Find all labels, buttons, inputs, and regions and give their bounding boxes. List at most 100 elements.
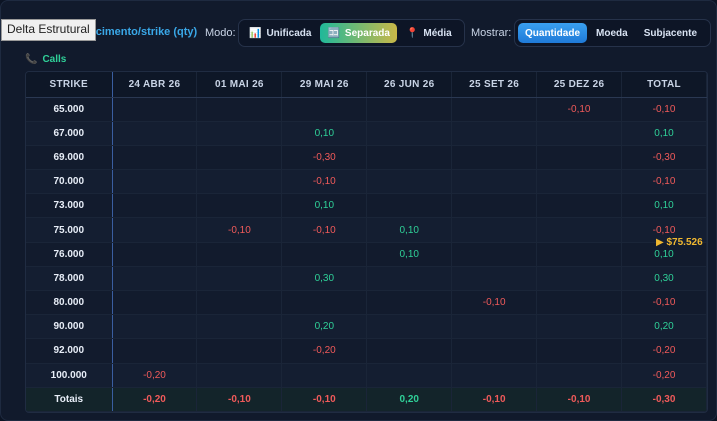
delta-cell	[451, 314, 538, 340]
table-row: 90.000 0,20 0,20	[26, 314, 707, 340]
total-cell: -0,30	[621, 145, 707, 171]
header-strike[interactable]: STRIKE	[26, 72, 113, 98]
delta-cell	[366, 266, 453, 292]
strike-cell: 73.000	[26, 193, 113, 219]
delta-cell	[196, 145, 283, 171]
delta-cell	[196, 169, 283, 195]
delta-cell	[366, 145, 453, 171]
phone-icon: 📞	[25, 54, 38, 65]
delta-cell: -0,10	[451, 290, 538, 316]
delta-cell	[112, 314, 198, 340]
mode-separada-button[interactable]: 🈁 Separada	[320, 23, 397, 43]
marker-arrow-icon: ▶	[656, 237, 664, 248]
total-cell: 0,30	[621, 266, 707, 292]
delta-cell: -0,10	[281, 169, 368, 195]
header-expiry[interactable]: 25 SET 26	[451, 72, 538, 98]
table-row: 75.000 -0,10 -0,10 0,10 -0,10	[26, 217, 707, 243]
delta-cell: -0,20	[281, 338, 368, 364]
delta-cell: 0,10	[281, 193, 368, 219]
delta-cell	[366, 338, 453, 364]
header-expiry[interactable]: 25 DEZ 26	[536, 72, 623, 98]
delta-cell	[536, 266, 623, 292]
strike-cell: 78.000	[26, 266, 113, 292]
strike-cell: 76.000	[26, 242, 113, 267]
delta-cell	[536, 290, 623, 316]
header-expiry[interactable]: 24 ABR 26	[112, 72, 198, 98]
total-cell: 0,10	[621, 242, 707, 267]
totals-row: Totais -0,20 -0,10 -0,10 0,20 -0,10 -0,10 -0,30	[26, 387, 707, 412]
delta-cell	[536, 242, 623, 267]
total-cell: -0,10	[621, 97, 707, 122]
mode-unificada-button[interactable]: 📊 Unificada	[242, 23, 318, 43]
table-row: 100.000 -0,20 -0,20	[26, 363, 707, 388]
show-moeda-button[interactable]: Moeda	[596, 27, 628, 39]
delta-cell	[281, 242, 368, 267]
table-row: 73.000 0,10 0,10	[26, 193, 707, 219]
delta-cell	[196, 121, 283, 146]
delta-cell: 0,30	[281, 266, 368, 292]
total-cell: -0,10	[621, 217, 707, 243]
delta-cell	[536, 314, 623, 340]
totals-cell: -0,10	[536, 387, 623, 412]
delta-cell	[112, 121, 198, 146]
totals-cell: 0,20	[366, 387, 453, 412]
delta-cell	[196, 363, 283, 388]
header-expiry[interactable]: 29 MAI 26	[281, 72, 368, 98]
delta-cell	[281, 363, 368, 388]
table-header-row: STRIKE 24 ABR 26 01 MAI 26 29 MAI 26 26 …	[26, 72, 707, 98]
strike-cell: 70.000	[26, 169, 113, 195]
delta-table-container: STRIKE 24 ABR 26 01 MAI 26 29 MAI 26 26 …	[25, 71, 708, 413]
total-cell: 0,10	[621, 193, 707, 219]
delta-cell	[451, 363, 538, 388]
show-subjacente-button[interactable]: Subjacente	[643, 27, 698, 39]
totals-cell: -0,20	[112, 387, 198, 412]
delta-cell: 0,20	[281, 314, 368, 340]
delta-cell: -0,30	[281, 145, 368, 171]
totals-cell: -0,30	[621, 387, 707, 412]
mode-unificada-label: Unificada	[266, 27, 312, 39]
mode-separada-label: Separada	[344, 27, 390, 39]
mode-selector: 📊 Unificada 🈁 Separada 📍 Média	[238, 19, 465, 47]
mode-label: Modo:	[205, 27, 236, 39]
mode-media-label: Média	[423, 27, 452, 39]
delta-cell	[536, 217, 623, 243]
mode-media-button[interactable]: 📍 Média	[399, 23, 459, 43]
header-expiry[interactable]: 01 MAI 26	[196, 72, 283, 98]
strike-cell: 80.000	[26, 290, 113, 316]
total-cell: -0,10	[621, 290, 707, 316]
total-cell: 0,20	[621, 314, 707, 340]
delta-cell: 0,10	[281, 121, 368, 146]
spot-price-marker: ▶ $75.526	[656, 237, 703, 248]
delta-cell: 0,10	[366, 217, 453, 243]
delta-cell	[366, 169, 453, 195]
delta-cell: 0,10	[366, 242, 453, 267]
delta-cell	[112, 266, 198, 292]
delta-cell	[112, 145, 198, 171]
delta-cell	[451, 266, 538, 292]
delta-cell	[281, 97, 368, 122]
header-total[interactable]: TOTAL	[621, 72, 707, 98]
delta-cell	[196, 314, 283, 340]
delta-cell	[451, 193, 538, 219]
header-expiry[interactable]: 26 JUN 26	[366, 72, 453, 98]
table-row: 69.000 -0,30 -0,30	[26, 145, 707, 171]
delta-cell	[451, 121, 538, 146]
tooltip: Delta Estrutural	[1, 19, 96, 41]
delta-cell	[366, 97, 453, 122]
show-quantidade-button[interactable]: Quantidade	[518, 23, 588, 43]
table-row: 78.000 0,30 0,30	[26, 266, 707, 292]
delta-cell	[366, 193, 453, 219]
table-row: 76.000 0,10 0,10	[26, 242, 707, 267]
delta-cell	[112, 97, 198, 122]
delta-cell	[366, 121, 453, 146]
delta-cell	[536, 363, 623, 388]
total-cell: -0,20	[621, 338, 707, 364]
delta-cell	[451, 242, 538, 267]
delta-cell	[196, 266, 283, 292]
delta-cell	[366, 314, 453, 340]
delta-cell	[196, 338, 283, 364]
delta-cell	[112, 290, 198, 316]
table-row: 65.000 -0,10 -0,10	[26, 97, 707, 122]
delta-cell	[451, 217, 538, 243]
strike-cell: 100.000	[26, 363, 113, 388]
